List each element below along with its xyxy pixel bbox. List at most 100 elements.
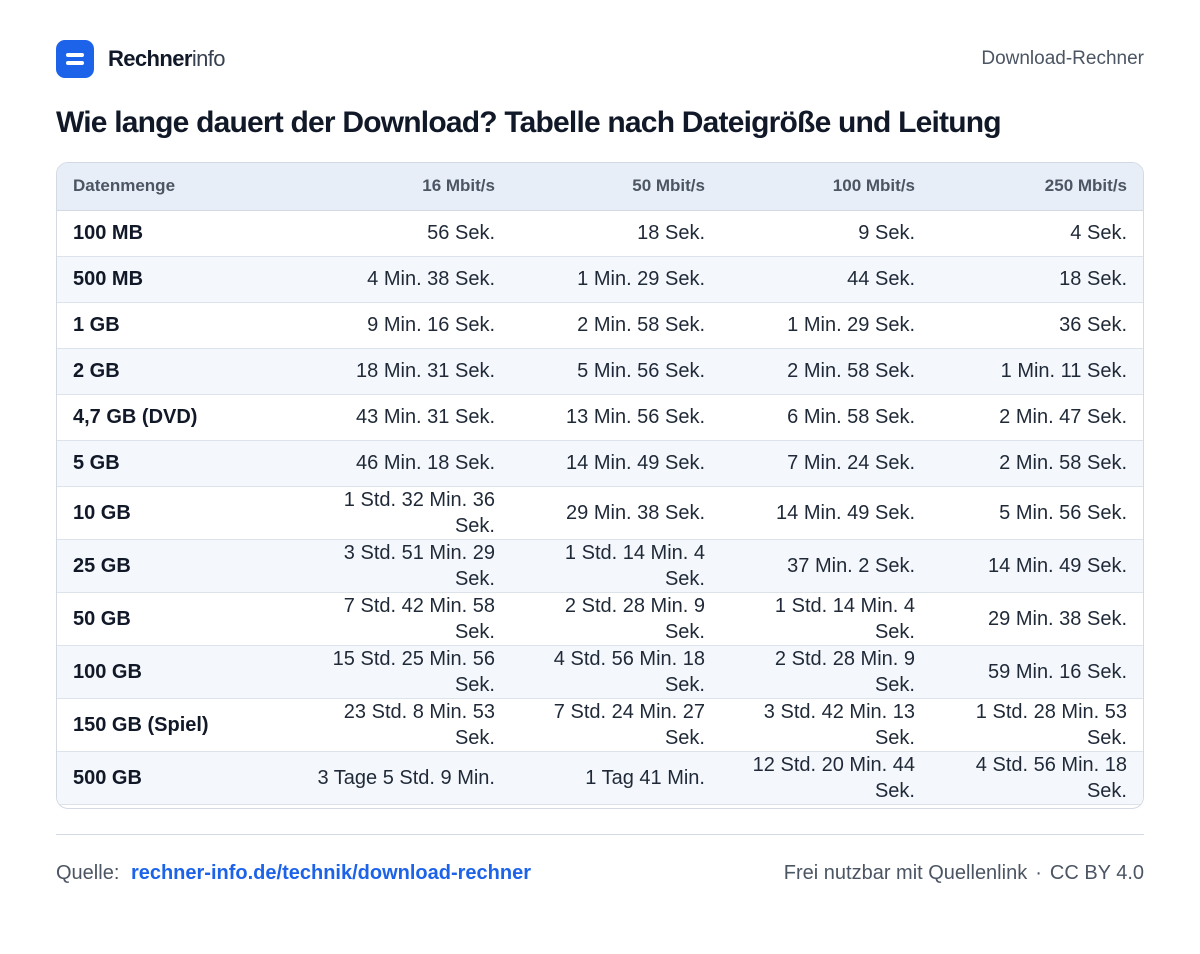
table-row: 2 GB 18 Min. 31 Sek. 5 Min. 56 Sek. 2 Min. … [57,348,1143,394]
table-cell: 4 Sek. [1070,222,1127,244]
column-header-16mbit: 16 Mbit/s [301,163,511,211]
table-cell: 1 Min. 29 Sek. [787,314,915,336]
column-header-250mbit: 250 Mbit/s [931,163,1143,211]
table-cell: 18 Min. 31 Sek. [356,360,495,382]
table-row: 150 GB (Spiel) 23 Std. 8 Min. 53 Sek. 7 St… [57,698,1143,751]
table-cell: 4 Std. 56 Min. 18 Sek. [553,647,705,696]
table-row: 5 GB 46 Min. 18 Sek. 14 Min. 49 Sek. 7 Min.… [57,440,1143,486]
table-cell: 1 Tag 41 Min. [721,804,931,808]
table-cell: 2 Min. 47 Sek. [999,406,1127,428]
table-cell: 6 Min. 58 Sek. [787,406,915,428]
row-header-datenmenge: 25 GB [73,554,131,577]
table-cell: 9 Min. 16 Sek. [367,314,495,336]
page-category-label: Download-Rechner [981,48,1144,69]
row-header-datenmenge: 1 TB [57,804,301,808]
table-row: 4,7 GB (DVD) 43 Min. 31 Sek. 13 Min. 56 Se… [57,394,1143,440]
license-text: Frei nutzbar mit Quellenlink [783,862,1028,884]
table-cell: 14 Min. 49 Sek. [988,554,1127,577]
table-cell: 14 Min. 49 Sek. [566,452,705,474]
row-header-datenmenge: 2 GB [73,360,120,382]
table-cell: 1 Std. 28 Min. 53 Sek. [975,700,1127,749]
logo-mark-icon [56,40,94,78]
row-header-datenmenge: 100 GB [73,660,142,683]
table-cell: 1 Std. 14 Min. 4 Sek. [564,541,705,590]
table-cell: 3 Tage 5 Std. 9 Min. [317,766,495,789]
table-cell: 6 Tage 10 Std. 19 Min. [301,804,511,809]
table-cell: 44 Sek. [847,268,915,290]
table-cell: 2 Std. 28 Min. 9 Sek. [564,594,705,643]
license-info: Frei nutzbar mit Quellenlink · CC BY 4.0 [784,858,1144,888]
table-cell: 7 Std. 24 Min. 27 Sek. [553,700,705,749]
row-header-datenmenge: 500 MB [73,268,144,290]
table-cell: 2 Std. 28 Min. 9 Sek. [774,647,915,696]
logo-text: Rechnerinfo [108,40,226,78]
table-cell: 4 Min. 38 Sek. [367,268,495,290]
row-header-datenmenge: 50 GB [73,607,131,630]
row-header-datenmenge: 150 GB (Spiel) [73,713,209,736]
page-header: Rechnerinfo Download-Rechner [56,40,1144,78]
table-body: 100 MB 56 Sek. 18 Sek. 9 Sek. 4 Sek. 500 MB 4 … [57,210,1143,809]
table-cell: 13 Min. 56 Sek. [566,406,705,428]
table-row: 500 GB 3 Tage 5 Std. 9 Min. 1 Tag 41 Min. 1… [57,751,1143,804]
table-cell: 18 Sek. [1059,268,1127,290]
table-row: 100 MB 56 Sek. 18 Sek. 9 Sek. 4 Sek. [57,210,1143,256]
download-time-table: Datenmenge 16 Mbit/s 50 Mbit/s 100 Mbit/… [56,162,1144,809]
table-cell: 46 Min. 18 Sek. [356,452,495,474]
table-cell: 29 Min. 38 Sek. [566,501,705,524]
table-cell: 5 Min. 56 Sek. [577,360,705,382]
footer-divider [56,834,1144,835]
table-cell: 3 Std. 42 Min. 13 Sek. [763,700,915,749]
table-cell: 15 Std. 25 Min. 56 Sek. [332,647,495,696]
table-row: 100 GB 15 Std. 25 Min. 56 Sek. 4 Std. 56 M… [57,645,1143,698]
page-title: Wie lange dauert der Download? Tabelle n… [56,106,1002,139]
row-header-datenmenge: 4,7 GB (DVD) [73,406,198,428]
table-cell: 23 Std. 8 Min. 53 Sek. [343,700,495,749]
table-cell: 7 Min. 24 Sek. [787,452,915,474]
table-cell: 9 Std. 52 Min. 36 Sek. [931,804,1143,809]
row-header-datenmenge: 1 GB [73,314,120,336]
table-header-row: Datenmenge 16 Mbit/s 50 Mbit/s 100 Mbit/… [57,163,1143,211]
table-cell: 2 Min. 58 Sek. [787,360,915,382]
table-cell: 37 Min. 2 Sek. [787,554,915,577]
table-cell: 1 Min. 11 Sek. [1000,360,1127,382]
license-badge: CC BY 4.0 [1049,862,1144,884]
row-header-datenmenge: 100 MB [73,222,144,244]
logo-bold-text: Rechner [108,46,192,71]
table-cell: 2 Min. 58 Sek. [999,452,1127,474]
column-header-100mbit: 100 Mbit/s [721,163,931,211]
row-header-datenmenge: 5 GB [73,452,120,474]
row-header-datenmenge: 10 GB [73,501,131,524]
table-cell: 1 Tag 41 Min. [585,766,705,789]
table-cell: 56 Sek. [427,222,495,244]
table-row: 10 GB 1 Std. 32 Min. 36 Sek. 29 Min. 38 Se… [57,486,1143,539]
table-cell: 43 Min. 31 Sek. [356,406,495,428]
table-row: 50 GB 7 Std. 42 Min. 58 Sek. 2 Std. 28 Min… [57,592,1143,645]
table-row: 25 GB 3 Std. 51 Min. 29 Sek. 1 Std. 14 Min… [57,539,1143,592]
source-label: Quelle: [56,862,120,884]
table-cell: 1 Std. 14 Min. 4 Sek. [774,594,915,643]
row-header-datenmenge: 500 GB [73,766,142,789]
column-header-datenmenge: Datenmenge [57,163,301,211]
table-cell: 18 Sek. [637,222,705,244]
page-footer: Quelle: rechner-info.de/technik/download… [56,858,1144,888]
table-row: 1 GB 9 Min. 16 Sek. 2 Min. 58 Sek. 1 Min. 2… [57,302,1143,348]
table-cell: 9 Sek. [858,222,915,244]
license-separator: · [1035,862,1042,884]
table-row: 500 MB 4 Min. 38 Sek. 1 Min. 29 Sek. 44 Sek… [57,256,1143,302]
table-cell: 29 Min. 38 Sek. [988,607,1127,630]
table-cell: 12 Std. 20 Min. 44 Sek. [752,753,915,802]
table-cell: 7 Std. 42 Min. 58 Sek. [343,594,495,643]
table-cell: 59 Min. 16 Sek. [988,660,1127,683]
table-cell: 3 Std. 51 Min. 29 Sek. [343,541,495,590]
table-cell: 14 Min. 49 Sek. [776,501,915,524]
table-cell: 2 Min. 58 Sek. [577,314,705,336]
table-cell: 36 Sek. [1059,314,1127,336]
logo-light-text: info [191,46,226,71]
source-link[interactable]: rechner-info.de/technik/download-rechner [130,862,531,884]
table-row: 1 TB6 Tage 10 Std. 19 Min.2 Tage 1 Std. … [57,804,1143,809]
logo[interactable]: Rechnerinfo [56,40,226,78]
table-cell: 1 Std. 32 Min. 36 Sek. [343,488,495,537]
table-cell: 1 Min. 29 Sek. [577,268,705,290]
table-cell: 4 Std. 56 Min. 18 Sek. [975,753,1127,802]
table-cell: 5 Min. 56 Sek. [999,501,1127,524]
